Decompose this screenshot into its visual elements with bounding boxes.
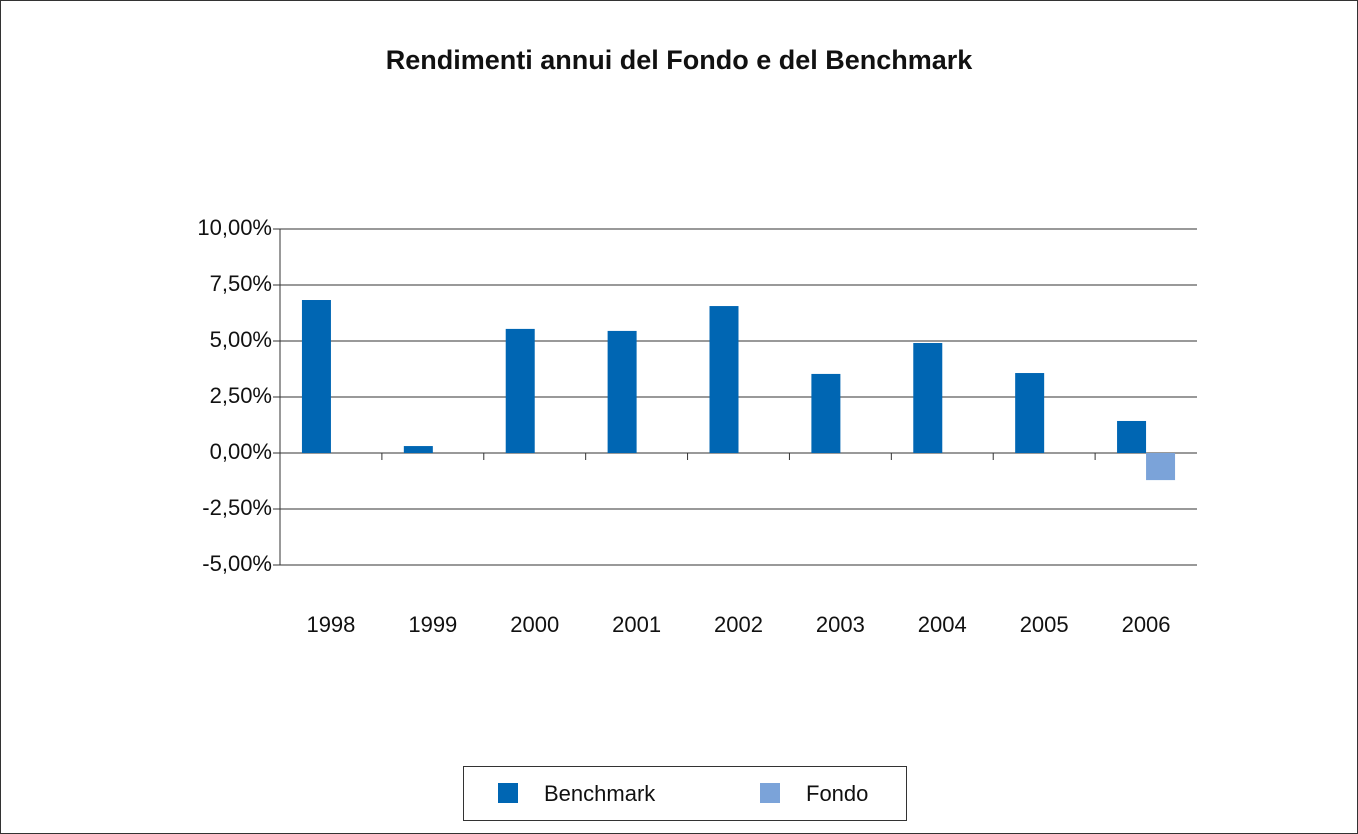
legend-box bbox=[463, 766, 907, 821]
bar bbox=[505, 328, 535, 453]
x-tick-label: 2004 bbox=[918, 612, 967, 637]
bar bbox=[607, 330, 637, 453]
legend-label: Fondo bbox=[806, 781, 868, 806]
y-tick-label: 0,00% bbox=[210, 439, 272, 464]
chart-title: Rendimenti annui del Fondo e del Benchma… bbox=[386, 45, 974, 75]
x-tick-label: 2005 bbox=[1020, 612, 1069, 637]
x-tick-label: 2000 bbox=[510, 612, 559, 637]
x-tick-label: 2002 bbox=[714, 612, 763, 637]
y-tick-label: 10,00% bbox=[197, 215, 272, 240]
bar bbox=[301, 300, 331, 453]
x-tick-label: 2003 bbox=[816, 612, 865, 637]
y-tick-label: -2,50% bbox=[202, 495, 272, 520]
bar bbox=[1117, 420, 1147, 453]
bar bbox=[811, 373, 841, 453]
legend-swatch bbox=[498, 783, 518, 803]
y-tick-label: 2,50% bbox=[210, 383, 272, 408]
bar bbox=[1015, 373, 1045, 453]
bar bbox=[913, 343, 943, 453]
bar bbox=[1146, 453, 1176, 481]
y-tick-label: 5,00% bbox=[210, 327, 272, 352]
x-tick-label: 1999 bbox=[408, 612, 457, 637]
bar bbox=[709, 306, 739, 453]
bar bbox=[403, 446, 433, 453]
x-tick-label: 1998 bbox=[306, 612, 355, 637]
x-tick-label: 2006 bbox=[1122, 612, 1171, 637]
y-tick-label: 7,50% bbox=[210, 271, 272, 296]
x-tick-label: 2001 bbox=[612, 612, 661, 637]
legend-label: Benchmark bbox=[544, 781, 656, 806]
y-tick-label: -5,00% bbox=[202, 551, 272, 576]
legend-swatch bbox=[760, 783, 780, 803]
